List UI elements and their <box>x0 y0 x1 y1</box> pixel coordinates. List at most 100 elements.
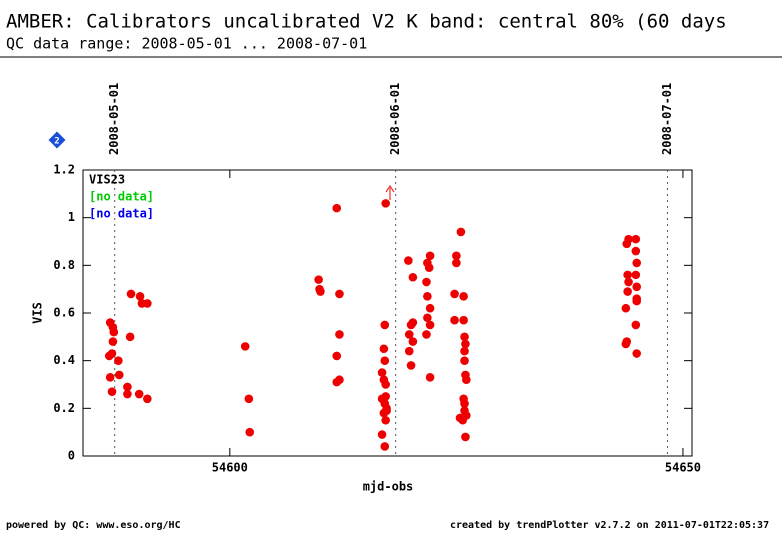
chart-title: AMBER: Calibrators uncalibrated V2 K ban… <box>6 11 727 33</box>
data-point <box>408 318 418 327</box>
data-point <box>450 289 459 299</box>
legend-entry: [no data] <box>89 190 154 204</box>
footer-right: created by trendPlotter v2.7.2 on 2011-0… <box>450 520 769 531</box>
data-point <box>450 315 459 325</box>
data-point <box>381 415 390 425</box>
data-point <box>632 296 642 306</box>
data-point <box>462 375 471 385</box>
y-tick-label: 1 <box>68 210 75 224</box>
data-point <box>381 392 390 401</box>
data-point <box>459 315 468 325</box>
data-point <box>425 373 435 382</box>
y-tick-label: 0.2 <box>53 401 75 415</box>
data-point <box>460 346 469 356</box>
data-point <box>461 339 470 349</box>
y-tick-label: 1.2 <box>53 163 75 177</box>
data-point <box>631 246 641 256</box>
data-point <box>422 330 431 339</box>
data-point <box>380 442 390 451</box>
data-point <box>377 368 387 377</box>
data-point <box>240 342 250 351</box>
data-point <box>245 427 255 437</box>
data-point <box>459 292 468 301</box>
data-point <box>332 203 342 213</box>
data-point <box>380 320 390 330</box>
data-point <box>107 387 117 396</box>
data-point <box>406 361 416 370</box>
data-point <box>408 272 418 282</box>
y-tick-label: 0.6 <box>53 306 75 320</box>
data-point <box>377 430 387 439</box>
y-axis-label: VIS <box>31 302 45 324</box>
data-point <box>455 413 465 423</box>
data-point <box>422 277 431 287</box>
data-point <box>624 277 633 287</box>
off-scale-arrow <box>385 185 395 200</box>
data-point <box>137 299 147 308</box>
data-point <box>244 394 254 404</box>
data-point <box>125 332 135 342</box>
data-point <box>123 382 132 392</box>
x-tick-label: 54600 <box>212 461 248 475</box>
date-label: 2008-07-01 <box>660 83 674 155</box>
date-label: 2008-05-01 <box>107 83 121 155</box>
data-point <box>335 330 344 339</box>
y-tick-label: 0.4 <box>53 353 75 367</box>
footer-left: powered by QC: www.eso.org/HC <box>6 520 181 531</box>
data-point <box>404 346 414 356</box>
date-label: 2008-06-01 <box>388 83 402 155</box>
data-point <box>114 370 124 380</box>
data-point <box>452 258 461 268</box>
data-point <box>381 199 390 208</box>
x-tick-label: 54650 <box>665 461 701 475</box>
data-point <box>425 303 435 313</box>
data-point <box>126 289 136 299</box>
data-point <box>404 330 414 339</box>
data-point <box>425 320 435 330</box>
y-tick-label: 0.8 <box>53 258 75 272</box>
data-point <box>382 406 391 416</box>
data-point <box>623 287 632 296</box>
data-point <box>424 263 434 273</box>
data-point <box>408 337 418 346</box>
data-point <box>404 256 413 265</box>
data-point <box>461 432 470 442</box>
data-point <box>460 399 469 408</box>
legend-entry: VIS23 <box>89 173 125 187</box>
data-point <box>425 251 435 261</box>
data-point <box>316 287 325 296</box>
data-point <box>631 234 641 244</box>
data-point <box>423 313 432 323</box>
chart-subtitle: QC data range: 2008-05-01 ... 2008-07-01 <box>6 35 367 53</box>
data-point <box>621 339 631 349</box>
data-point <box>108 337 118 346</box>
data-point <box>423 292 432 301</box>
data-point <box>143 394 152 404</box>
data-point <box>332 351 342 361</box>
data-point <box>335 375 344 385</box>
data-point <box>380 356 390 365</box>
data-point <box>105 373 115 382</box>
data-point <box>134 389 144 399</box>
data-point <box>632 282 642 292</box>
data-point <box>632 349 642 358</box>
data-point <box>622 239 632 249</box>
data-point <box>631 270 641 280</box>
badge-text: 2 <box>54 137 59 147</box>
legend-entry: [no data] <box>89 207 154 221</box>
data-point <box>123 389 132 399</box>
data-point <box>114 356 123 365</box>
x-axis-label: mjd-obs <box>363 480 414 494</box>
data-point <box>379 344 389 354</box>
data-point <box>460 356 469 365</box>
data-point <box>631 320 641 330</box>
data-point <box>104 351 114 361</box>
data-point <box>621 303 631 313</box>
data-point <box>381 380 390 389</box>
data-point <box>452 251 461 261</box>
data-point <box>623 270 632 280</box>
y-tick-label: 0 <box>68 449 75 463</box>
data-point <box>135 292 145 301</box>
data-point <box>632 258 642 268</box>
